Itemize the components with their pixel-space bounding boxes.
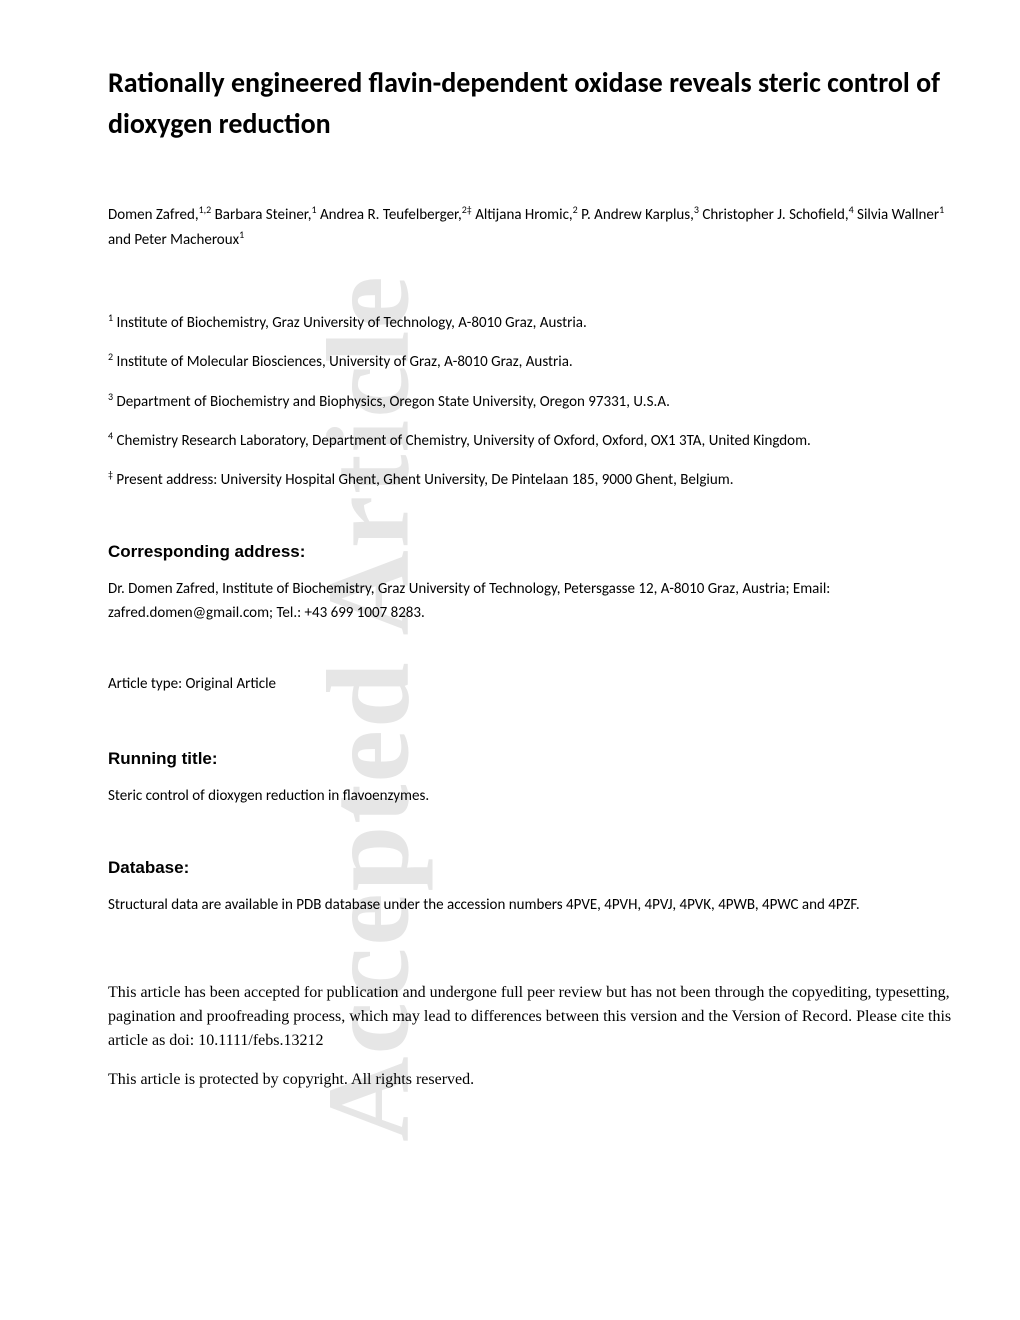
affiliation-marker: 4 [108, 429, 113, 442]
affiliation-item: ‡ Present address: University Hospital G… [108, 467, 960, 492]
authors-list: Domen Zafred,1,2 Barbara Steiner,1 Andre… [108, 202, 960, 252]
affiliation-item: 2 Institute of Molecular Biosciences, Un… [108, 349, 960, 374]
database-body: Structural data are available in PDB dat… [108, 894, 960, 917]
affiliation-item: 1 Institute of Biochemistry, Graz Univer… [108, 310, 960, 335]
corresponding-body: Dr. Domen Zafred, Institute of Biochemis… [108, 578, 960, 625]
affiliation-text: Institute of Biochemistry, Graz Universi… [116, 314, 586, 332]
running-title-body: Steric control of dioxygen reduction in … [108, 785, 960, 808]
affiliation-marker: 3 [108, 390, 113, 403]
affiliation-marker: 1 [108, 311, 113, 324]
database-heading: Database: [108, 858, 960, 878]
acceptance-note: This article has been accepted for publi… [108, 981, 960, 1053]
running-title-heading: Running title: [108, 749, 960, 769]
corresponding-heading: Corresponding address: [108, 542, 960, 562]
affiliation-text: Department of Biochemistry and Biophysic… [116, 393, 669, 411]
affiliations-block: 1 Institute of Biochemistry, Graz Univer… [108, 310, 960, 492]
affiliation-marker: 2 [108, 350, 113, 363]
article-title: Rationally engineered flavin-dependent o… [108, 63, 960, 144]
affiliation-text: Present address: University Hospital Ghe… [113, 471, 734, 489]
copyright-note: This article is protected by copyright. … [108, 1071, 960, 1089]
affiliation-item: 3 Department of Biochemistry and Biophys… [108, 389, 960, 414]
page-content: Rationally engineered flavin-dependent o… [0, 0, 1020, 1129]
article-type: Article type: Original Article [108, 675, 960, 693]
affiliation-text: Institute of Molecular Biosciences, Univ… [116, 353, 572, 371]
affiliation-text: Chemistry Research Laboratory, Departmen… [116, 432, 810, 450]
affiliation-item: 4 Chemistry Research Laboratory, Departm… [108, 428, 960, 453]
